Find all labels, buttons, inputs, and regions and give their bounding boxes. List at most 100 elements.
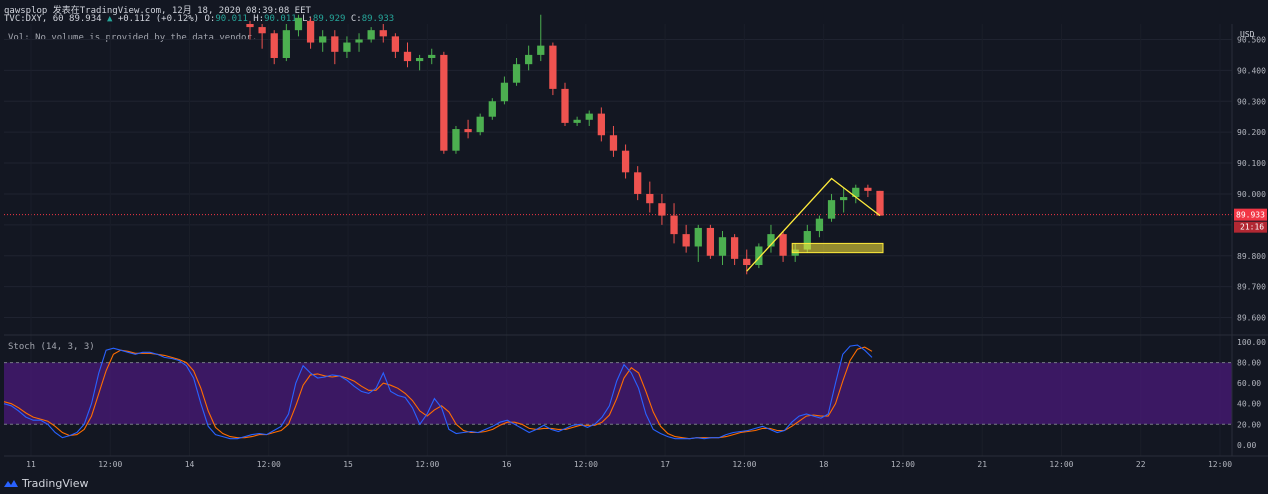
candle-body (270, 33, 278, 58)
time-tick-label: 12:00 (1208, 460, 1232, 469)
candle-body (488, 101, 496, 117)
candle-body (597, 113, 605, 136)
candle-body (682, 234, 690, 247)
candle-body (525, 54, 533, 65)
candle-body (440, 54, 448, 151)
support-box-annotation (791, 242, 884, 254)
time-tick-label: 17 (660, 460, 670, 469)
low-label: L: (302, 14, 313, 24)
countdown-badge (1234, 221, 1267, 233)
candle-body (876, 190, 884, 216)
candle-body (403, 51, 412, 62)
close-label: C: (350, 14, 362, 24)
price-tick-label: 89.700 (1237, 283, 1266, 292)
symbol: TVC:DXY, 60 (4, 14, 64, 24)
price-tick-label: 90.300 (1237, 97, 1266, 106)
time-tick-label: 12:00 (257, 460, 281, 469)
last-price-value: 89.934 (69, 14, 102, 24)
volume-note: Vol: No volume is provided by the data v… (8, 33, 258, 43)
candle-body (718, 237, 727, 256)
stoch-tick-label: 60.00 (1237, 379, 1261, 388)
candle-body (549, 45, 557, 89)
candle-body (306, 20, 315, 43)
time-tick-label: 12:00 (732, 460, 756, 469)
price-tick-label: 90.200 (1237, 128, 1266, 137)
change-value: +0.112 (+0.12%) (117, 14, 200, 24)
time-tick-label: 22 (1136, 460, 1146, 469)
candle-body (609, 135, 618, 151)
time-tick-label: 16 (502, 460, 512, 469)
candle-body (815, 218, 824, 232)
price-tick-label: 89.600 (1237, 314, 1266, 323)
price-tick-label: 89.800 (1237, 252, 1266, 261)
candle-body (730, 237, 739, 259)
publisher-line: qawsplop 发表在TradingView.com, 12月 18, 202… (4, 6, 311, 16)
time-tick-label: 12:00 (415, 460, 439, 469)
candle-body (464, 129, 472, 133)
candle-body (743, 258, 751, 266)
candle-body (319, 36, 327, 43)
time-tick-label: 12:00 (574, 460, 598, 469)
up-arrow-icon: ▲ (106, 14, 113, 24)
candle-body (755, 246, 763, 266)
candle-body (476, 116, 484, 133)
time-tick-label: 11 (26, 460, 36, 469)
candle-body (767, 234, 775, 247)
candle-body (827, 200, 836, 219)
time-tick-label: 21 (977, 460, 987, 469)
last-price-badge (1234, 208, 1267, 221)
candle-body (694, 227, 702, 247)
candle-body (706, 227, 715, 256)
time-tick-label: 14 (185, 460, 195, 469)
candle-body (658, 203, 666, 216)
candle-body (415, 57, 424, 62)
candle-body (512, 64, 521, 83)
time-tick-label: 15 (343, 460, 353, 469)
stoch-label: Stoch (14, 3, 3) (8, 342, 95, 352)
stoch-tick-label: 40.00 (1237, 400, 1261, 409)
candle-body (537, 45, 545, 55)
candle-body (840, 197, 848, 201)
candle-body (852, 187, 860, 198)
candle-body (331, 36, 339, 52)
stoch-d-line (3, 346, 873, 440)
trend-line-annotation (746, 177, 881, 272)
price-tick-label: 90.400 (1237, 66, 1266, 75)
candle-body (670, 215, 678, 235)
stoch-tick-label: 100.00 (1237, 338, 1266, 347)
candle-body (294, 17, 303, 31)
time-tick-label: 12:00 (1049, 460, 1073, 469)
high-label: H: (253, 14, 265, 24)
candle-body (391, 36, 400, 52)
last-price-label: 89.933 (1236, 211, 1265, 220)
candle-body (646, 193, 654, 204)
stoch-k-line (3, 344, 873, 440)
candle-body (621, 150, 630, 173)
candle-body (452, 129, 460, 151)
tradingview-brand: TradingView (22, 477, 89, 490)
price-tick-label: 90.000 (1237, 190, 1266, 199)
tradingview-footer[interactable]: TradingView (4, 477, 88, 490)
close-value: 89.933 (361, 14, 395, 24)
candle-body (500, 82, 509, 102)
candle-body (634, 172, 642, 194)
candle-body (367, 30, 375, 40)
price-tick-label: 90.500 (1237, 35, 1266, 44)
candle-body (428, 54, 436, 58)
time-tick-label: 18 (819, 460, 829, 469)
open-value: 90.011 (215, 14, 248, 24)
stoch-tick-label: 80.00 (1237, 359, 1261, 368)
candle-body (258, 27, 266, 34)
time-tick-label: 12:00 (98, 460, 122, 469)
candle-body (864, 187, 872, 191)
low-value: 89.929 (312, 14, 346, 24)
candle-body (246, 24, 254, 28)
candle-body (282, 30, 290, 58)
candle-body (343, 42, 351, 52)
countdown-label: 21:16 (1240, 223, 1264, 232)
currency-label: USD (1240, 30, 1255, 39)
tradingview-logo-icon (4, 479, 18, 487)
candle-body (379, 30, 387, 37)
candle-body (573, 119, 581, 123)
